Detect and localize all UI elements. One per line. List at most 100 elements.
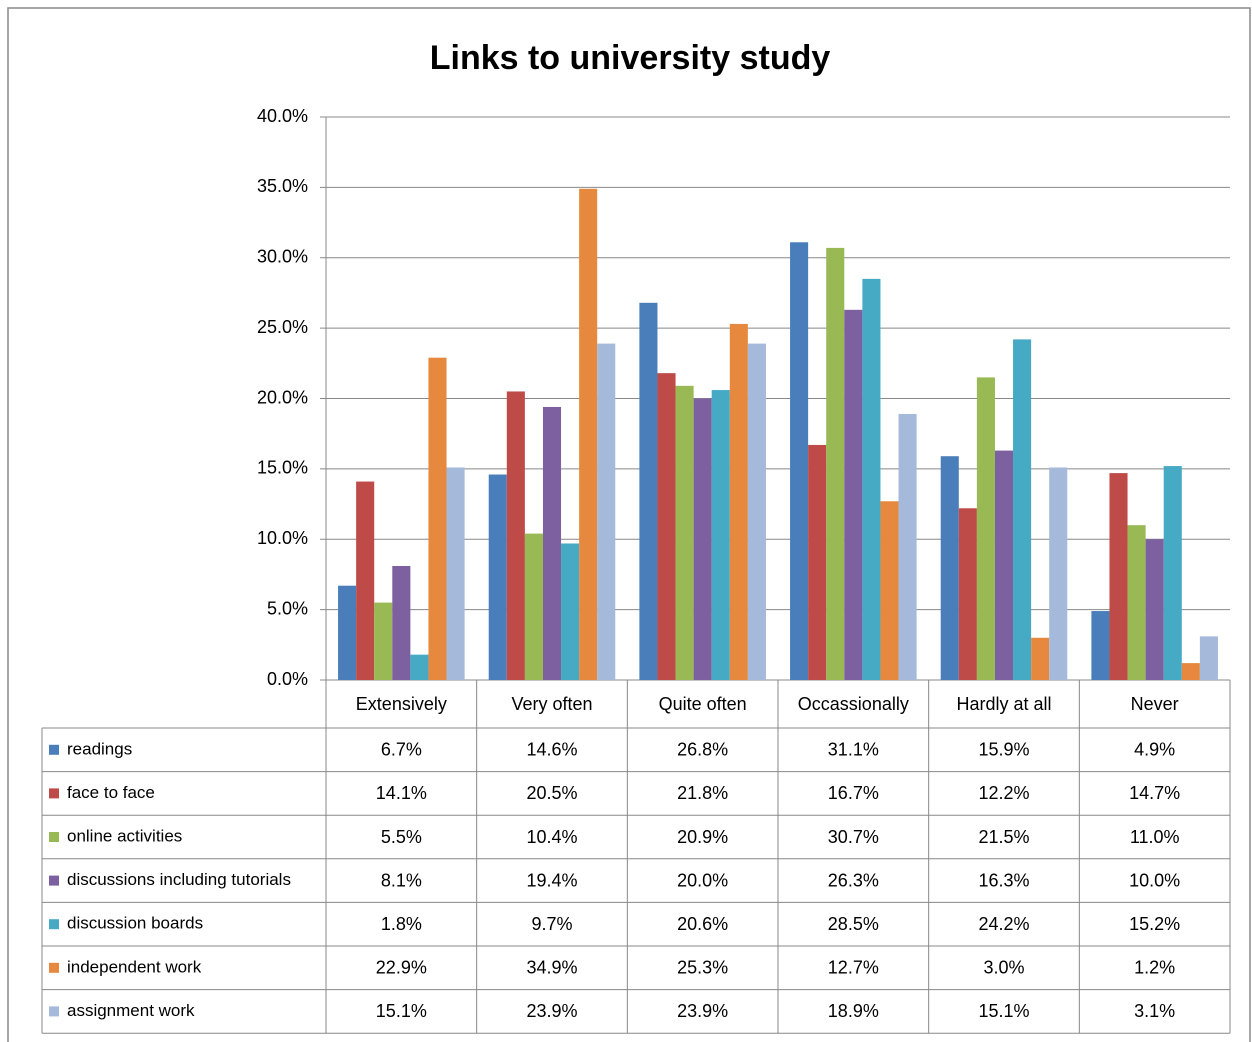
table-cell: 8.1%	[381, 870, 422, 890]
table-cell: 10.4%	[526, 827, 577, 847]
table-cell: 28.5%	[828, 914, 879, 934]
x-tick-label: Never	[1131, 694, 1179, 714]
table-cell: 4.9%	[1134, 740, 1175, 760]
table-cell: 16.3%	[978, 870, 1029, 890]
bar	[880, 501, 899, 680]
bar	[1091, 611, 1110, 680]
bar	[693, 398, 712, 680]
bar	[356, 481, 375, 680]
y-tick-label: 25.0%	[257, 317, 308, 337]
legend-label: discussions including tutorials	[67, 870, 291, 889]
bar	[844, 309, 863, 680]
table-cell: 15.2%	[1129, 914, 1180, 934]
bar	[524, 533, 543, 680]
bar	[958, 508, 977, 680]
table-cell: 26.8%	[677, 740, 728, 760]
table-cell: 9.7%	[531, 914, 572, 934]
legend-label: online activities	[67, 826, 182, 845]
table-cell: 22.9%	[376, 958, 427, 978]
table-cell: 19.4%	[526, 870, 577, 890]
bar	[940, 456, 959, 680]
bar	[1163, 466, 1182, 680]
legend-swatch	[49, 1006, 59, 1017]
legend-swatch	[49, 962, 59, 973]
bar	[542, 406, 562, 680]
legend-label: assignment work	[67, 1001, 195, 1020]
x-tick-label: Occassionally	[798, 694, 909, 714]
bar	[729, 323, 748, 680]
y-tick-label: 0.0%	[267, 669, 308, 689]
table-cell: 21.8%	[677, 783, 728, 803]
table-cell: 1.2%	[1134, 958, 1175, 978]
legend-label: face to face	[67, 783, 155, 802]
y-tick-label: 30.0%	[257, 247, 308, 267]
x-tick-label: Hardly at all	[956, 694, 1051, 714]
bar	[862, 278, 881, 680]
table-cell: 11.0%	[1130, 827, 1180, 847]
bar	[1199, 636, 1218, 680]
bar	[976, 377, 995, 680]
legend-label: discussion boards	[67, 914, 203, 933]
bar	[374, 602, 393, 680]
bar	[1049, 467, 1068, 680]
bar	[428, 357, 447, 680]
table-cell: 20.0%	[677, 870, 728, 890]
table-cell: 12.2%	[978, 783, 1029, 803]
bar	[579, 188, 598, 680]
bar	[1127, 525, 1146, 680]
table-cell: 3.1%	[1134, 1001, 1175, 1021]
table-cell: 15.9%	[978, 740, 1029, 760]
table-cell: 18.9%	[828, 1001, 879, 1021]
legend-label: readings	[67, 739, 132, 758]
legend-swatch	[49, 788, 59, 799]
y-tick-label: 5.0%	[267, 598, 308, 618]
table-cell: 20.6%	[677, 914, 728, 934]
y-tick-label: 10.0%	[257, 528, 308, 548]
x-tick-label: Very often	[511, 694, 592, 714]
bar	[994, 450, 1014, 680]
bar	[1109, 473, 1128, 680]
table-cell: 23.9%	[677, 1001, 728, 1021]
y-tick-label: 40.0%	[257, 106, 308, 126]
table-cell: 30.7%	[828, 827, 879, 847]
table-cell: 15.1%	[376, 1001, 427, 1021]
table-cell: 21.5%	[978, 827, 1029, 847]
table-cell: 12.7%	[828, 958, 879, 978]
bar	[1145, 539, 1164, 680]
y-tick-label: 15.0%	[257, 458, 308, 478]
legend-label: independent work	[67, 957, 202, 976]
bar	[826, 247, 845, 680]
bar	[747, 343, 766, 680]
bar	[338, 585, 357, 680]
chart-border	[7, 7, 1251, 1042]
bar	[597, 343, 616, 680]
bar	[639, 302, 658, 680]
bar	[410, 654, 429, 680]
table-cell: 34.9%	[526, 958, 577, 978]
table-cell: 24.2%	[978, 914, 1029, 934]
table-cell: 26.3%	[828, 870, 879, 890]
table-cell: 25.3%	[677, 958, 728, 978]
table-cell: 10.0%	[1129, 870, 1180, 890]
bar	[790, 242, 809, 680]
table-cell: 5.5%	[381, 827, 422, 847]
legend-swatch	[49, 919, 59, 930]
legend-swatch	[49, 875, 59, 886]
bar	[675, 385, 694, 680]
table-cell: 3.0%	[983, 958, 1024, 978]
table-cell: 15.1%	[978, 1001, 1029, 1021]
chart-title: Links to university study	[430, 39, 831, 77]
bar	[488, 474, 507, 680]
y-tick-label: 20.0%	[257, 387, 308, 407]
table-cell: 16.7%	[828, 783, 879, 803]
bar	[711, 390, 730, 680]
x-tick-label: Extensively	[356, 694, 447, 714]
bar	[808, 444, 827, 680]
bar	[1181, 663, 1200, 680]
table-cell: 14.7%	[1129, 783, 1180, 803]
table-cell: 6.7%	[381, 740, 422, 760]
bar	[1031, 637, 1050, 680]
legend-swatch	[49, 744, 59, 755]
legend-swatch	[49, 832, 59, 842]
